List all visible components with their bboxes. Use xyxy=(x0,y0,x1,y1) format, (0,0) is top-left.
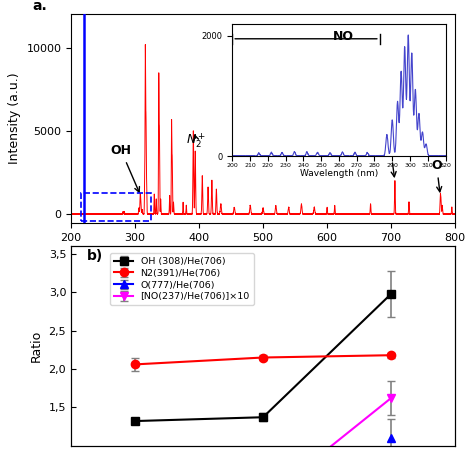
X-axis label: Wavelength (nm): Wavelength (nm) xyxy=(209,248,317,261)
Bar xyxy=(81,193,151,221)
Y-axis label: Intensity (a.u.): Intensity (a.u.) xyxy=(8,73,21,164)
Text: $N_2^+$: $N_2^+$ xyxy=(186,131,207,150)
Text: b): b) xyxy=(86,249,103,264)
Y-axis label: Ratio: Ratio xyxy=(30,330,43,362)
Text: O: O xyxy=(431,159,442,192)
Text: a.: a. xyxy=(33,0,47,13)
Text: NO: NO xyxy=(333,30,354,43)
Text: He: He xyxy=(382,145,401,177)
Legend: OH (308)/He(706), N2(391)/He(706), O(777)/He(706), [NO(237)/He(706)]×10: OH (308)/He(706), N2(391)/He(706), O(777… xyxy=(110,253,254,305)
Text: OH: OH xyxy=(111,145,139,192)
X-axis label: Wavelength (nm): Wavelength (nm) xyxy=(300,169,378,178)
